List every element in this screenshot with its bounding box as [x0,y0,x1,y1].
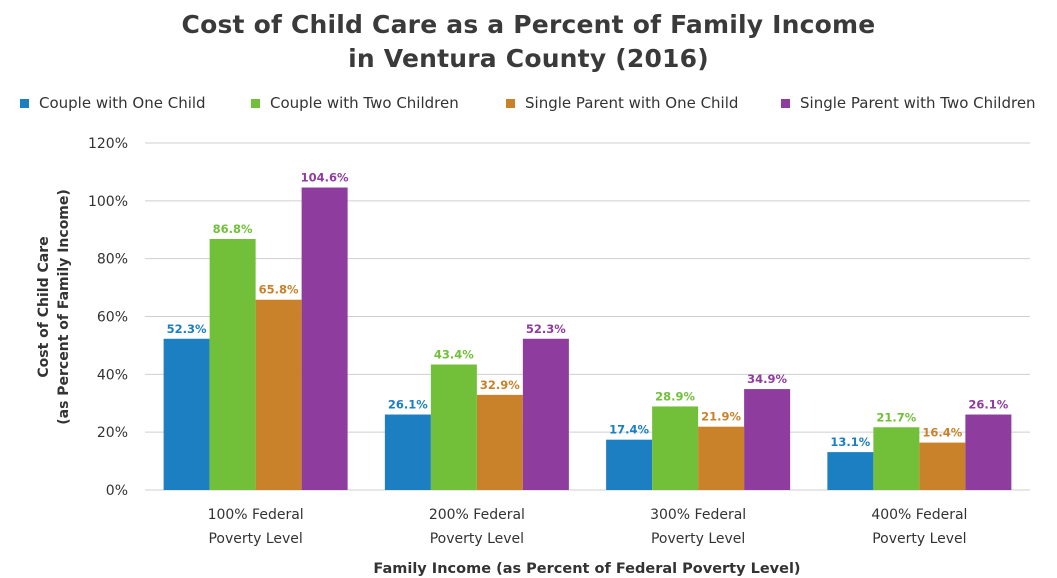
y-tick-label: 40% [97,367,128,383]
data-label: 21.7% [876,410,916,424]
bar [965,414,1012,490]
legend-label: Single Parent with Two Children [800,94,1036,112]
bar [698,426,745,490]
x-tick-label: 400% Federal [871,507,967,523]
data-label: 26.1% [968,398,1008,412]
y-tick-label: 60% [97,310,128,326]
legend-item-couple-one-child: Couple with One Child [20,94,206,112]
data-label: 28.9% [655,389,695,403]
bars [163,187,1012,490]
data-label: 52.3% [526,322,566,336]
legend-item-single-parent-two-children: Single Parent with Two Children [781,94,1036,112]
x-tick-label: Poverty Level [872,531,966,547]
bar [209,239,256,490]
x-tick-label: 300% Federal [650,507,746,523]
data-label: 26.1% [388,398,428,412]
legend-item-single-parent-one-child: Single Parent with One Child [506,94,738,112]
bar [606,439,653,490]
bar [255,299,302,490]
x-axis-label: Family Income (as Percent of Federal Pov… [373,561,800,577]
chart-title-line-2: in Ventura County (2016) [348,44,709,73]
data-label: 34.9% [747,372,787,386]
legend-swatch-couple-two-children [251,98,260,108]
data-labels: 52.3% 86.8% 65.8% 104.6% 26.1% 43.4% 32.9% 52.3… [167,171,1009,450]
legend-swatch-couple-one-child [20,98,29,108]
y-tick-label: 120% [88,136,128,152]
y-tick-label: 20% [97,425,128,441]
legend-item-couple-two-children: Couple with Two Children [251,94,459,112]
bar [873,427,920,490]
data-label: 32.9% [480,378,520,392]
x-tick-label: 100% Federal [208,507,304,523]
data-label: 86.8% [213,222,253,236]
x-tick-label: 200% Federal [429,507,525,523]
y-axis-ticks: 0% 20% 40% 60% 80% 100% 120% [88,136,128,499]
bar [744,389,791,490]
legend-label: Couple with One Child [39,94,206,112]
chart-legend: Couple with One Child Couple with Two Ch… [0,94,1057,116]
y-tick-label: 100% [88,194,128,210]
legend-label: Couple with Two Children [270,94,459,112]
legend-label: Single Parent with One Child [525,94,739,112]
bar [919,442,966,490]
bar [384,414,431,490]
y-axis-label-line-2: (as Percent of Family Income) [56,189,72,425]
y-tick-label: 80% [97,252,128,268]
data-label: 43.4% [434,348,474,362]
data-label: 16.4% [922,426,962,440]
y-axis-label-line-1: Cost of Child Care [36,236,52,377]
legend-swatch-single-parent-one-child [506,98,515,108]
bar [430,364,477,490]
bar [163,338,210,490]
bar [476,394,523,490]
bar [652,406,699,490]
x-tick-label: Poverty Level [430,531,524,547]
data-label: 52.3% [167,322,207,336]
data-label: 17.4% [609,423,649,437]
x-tick-label: Poverty Level [208,531,302,547]
data-label: 104.6% [301,171,349,185]
chart-title-line-1: Cost of Child Care as a Percent of Famil… [181,10,876,39]
data-label: 65.8% [259,283,299,297]
data-label: 21.9% [701,410,741,424]
bar [827,452,874,490]
bar [522,338,569,490]
y-tick-label: 0% [106,483,128,499]
bar [301,187,348,490]
data-label: 13.1% [830,435,870,449]
x-tick-label: Poverty Level [651,531,745,547]
x-axis-ticks: 100% Federal Poverty Level 200% Federal Pov… [208,507,968,547]
legend-swatch-single-parent-two-children [781,98,790,108]
